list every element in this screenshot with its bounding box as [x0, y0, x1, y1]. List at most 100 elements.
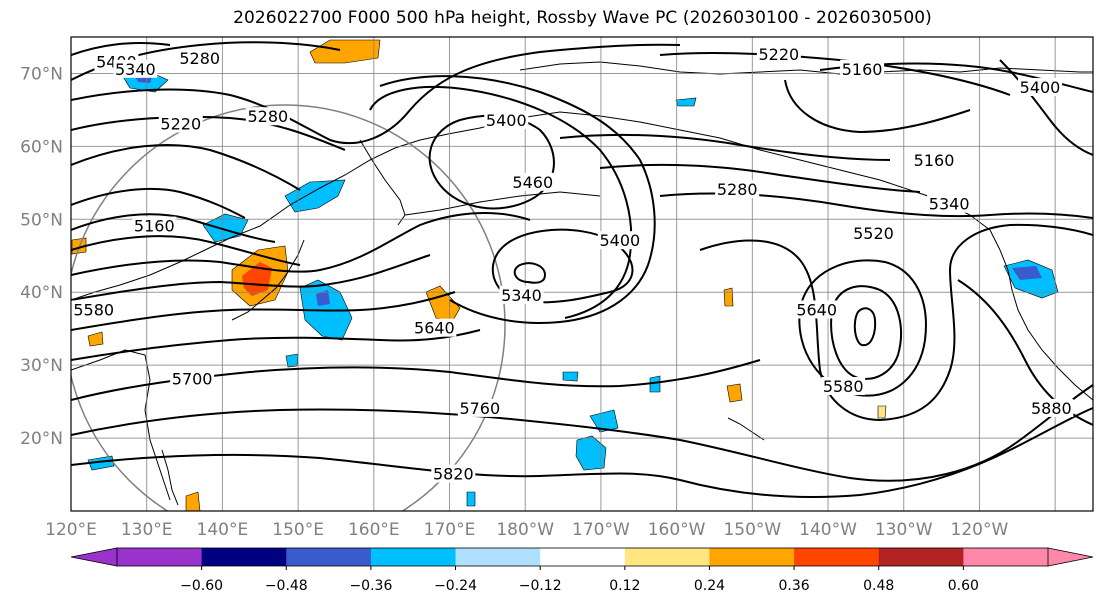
contour — [784, 79, 971, 134]
colorbar: −0.60 −0.48 −0.36 −0.24 −0.12 0.12 0.24 0.36 0.4… — [70, 547, 1094, 594]
lon-tick-label: 170°E — [424, 520, 476, 540]
contour-label: 5580 — [823, 377, 864, 396]
lon-tick-label: 180°W — [496, 520, 554, 540]
lon-tick-label: 170°W — [572, 520, 630, 540]
lon-tick-label: 130°W — [875, 520, 933, 540]
contour — [71, 213, 276, 243]
lon-tick-label: 120°E — [45, 520, 97, 540]
contour-label-bg — [457, 398, 502, 417]
contour-label: 5220 — [160, 115, 201, 134]
anomaly-negative-strong — [136, 77, 152, 83]
contour — [369, 85, 633, 319]
contour-label: 5460 — [512, 173, 553, 192]
contour-label: 5340 — [115, 60, 156, 79]
contour-label-bg — [484, 110, 529, 129]
lon-tick-label: 120°W — [951, 520, 1009, 540]
contour-label-bg — [177, 48, 222, 67]
coastline-china — [71, 349, 171, 501]
anomaly-negative-strong — [1012, 266, 1042, 280]
contour-label-bg — [132, 216, 177, 235]
contour-label: 5160 — [134, 217, 175, 236]
colorbar-segment — [370, 548, 457, 566]
map-title: 2026022700 F000 500 hPa height, Rossby W… — [233, 8, 932, 28]
contour-label-bg — [245, 107, 290, 126]
contour-label-bg — [927, 194, 972, 213]
longitude-axis: 120°E 130°E 140°E 150°E 160°E 170°E 180°W 170°W… — [45, 520, 1008, 540]
colorbar-tick-label: 0.24 — [694, 578, 725, 594]
contour — [71, 42, 171, 56]
colorbar-segment — [878, 548, 964, 566]
contour — [599, 163, 921, 193]
anomaly-positive — [185, 491, 201, 511]
contour-label-bg — [158, 114, 203, 133]
anomaly-negative — [675, 97, 697, 107]
contour-label-bg — [412, 318, 457, 337]
colorbar-extend-low — [70, 547, 118, 567]
contour — [71, 291, 456, 331]
colorbar-extend-high — [1047, 547, 1094, 567]
contour-label: 5880 — [1031, 399, 1072, 418]
contour-label: 5640 — [414, 319, 455, 338]
contour-label-bg — [499, 285, 544, 304]
contour — [559, 133, 891, 161]
contour — [71, 254, 431, 301]
anomaly-negative — [285, 353, 299, 368]
contour-label: 5160 — [842, 60, 883, 79]
anomaly-negative — [589, 409, 619, 433]
anomaly-negative — [466, 491, 476, 507]
anomaly-positive-strong — [242, 262, 272, 296]
anomaly-positive — [726, 383, 743, 403]
lon-tick-label: 160°E — [348, 520, 400, 540]
contour-labels: 5400 5340 5280 5220 5160 5400 5280 5220 5400 5460… — [71, 45, 1074, 484]
contour-label-bg — [840, 59, 885, 78]
anomaly-positive — [425, 285, 461, 323]
colorbar-tick-label: 0.48 — [863, 578, 894, 594]
contour-label: 5280 — [717, 180, 758, 199]
anomaly-negative — [575, 435, 607, 471]
contour-label: 5700 — [172, 370, 213, 389]
colorbar-tick-label: −0.12 — [519, 578, 562, 594]
contour-label: 5520 — [853, 224, 894, 243]
anomaly-negative — [284, 179, 346, 213]
rossby-wave-pc-shading — [71, 39, 1059, 511]
lat-tick-label: 50°N — [20, 210, 63, 230]
colorbar-segment — [117, 548, 203, 566]
contour-label: 5400 — [1020, 78, 1061, 97]
contour — [71, 212, 531, 276]
lat-tick-label: 40°N — [20, 283, 63, 303]
map-frame — [70, 36, 1094, 512]
lon-tick-label: 140°W — [799, 520, 857, 540]
lat-tick-label: 20°N — [20, 429, 63, 449]
contour — [853, 307, 877, 347]
contour-label-bg — [821, 377, 866, 396]
colorbar-segment — [540, 548, 626, 566]
contour-label-bg — [113, 59, 158, 78]
coastline-kamchatka — [359, 139, 406, 226]
contour-label: 5280 — [247, 107, 288, 126]
latitude-axis: 70°N 60°N 50°N 40°N 30°N 20°N — [20, 64, 63, 449]
contour-label-bg — [794, 300, 839, 319]
contour-label: 5400 — [486, 111, 527, 130]
height-contours — [71, 41, 1093, 499]
contour-label-bg — [1018, 78, 1063, 97]
contour — [71, 329, 481, 361]
contour-label-bg — [510, 172, 555, 191]
lon-tick-label: 160°W — [648, 520, 706, 540]
contour — [699, 223, 1093, 422]
lat-tick-label: 60°N — [20, 137, 63, 157]
coastline-asia — [71, 133, 449, 301]
contour-label: 5220 — [758, 45, 799, 64]
anomaly-positive — [723, 287, 734, 307]
lat-tick-label: 30°N — [20, 356, 63, 376]
contour — [379, 75, 656, 325]
contour-label: 5760 — [459, 399, 500, 418]
anomaly-negative-strong — [316, 290, 330, 306]
lon-tick-label: 130°E — [121, 520, 173, 540]
contour-label-bg — [756, 45, 801, 64]
contour-label: 5340 — [929, 195, 970, 214]
contour-label-bg — [71, 300, 116, 319]
anomaly-positive — [309, 39, 381, 64]
contour-label-bg — [597, 231, 642, 250]
colorbar-tick-label: 0.12 — [609, 578, 640, 594]
contour-label-bg — [715, 180, 760, 199]
